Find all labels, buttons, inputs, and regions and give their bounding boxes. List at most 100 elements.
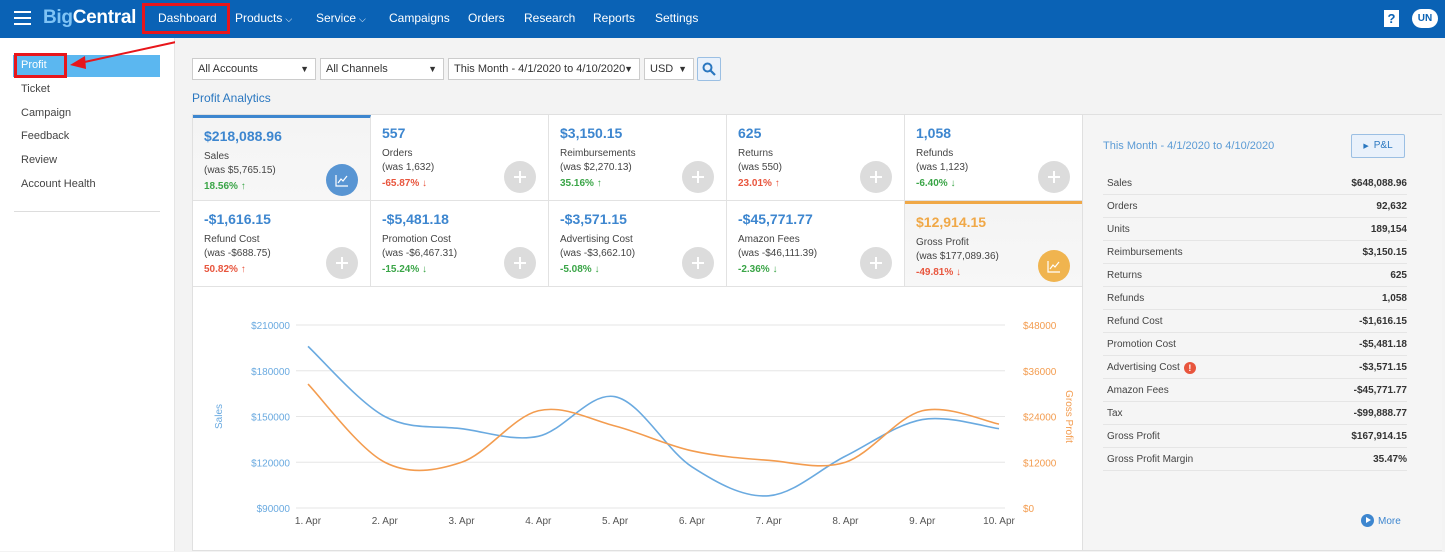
summary-value: -$45,771.77 [1353,385,1407,396]
plus-button[interactable] [504,161,536,193]
metric-card-sales[interactable]: $218,088.96 Sales (was $5,765.15) 18.56% ↑ [193,115,371,201]
user-avatar[interactable]: UN [1412,9,1438,28]
summary-row: Refunds 1,058 [1103,287,1407,310]
metric-previous: (was -$6,467.31) [382,248,458,259]
metric-previous: (was $5,765.15) [204,165,276,176]
summary-row: Orders 92,632 [1103,195,1407,218]
summary-key: Gross Profit [1107,431,1160,442]
y-left-axis-label: Sales [214,404,225,429]
metric-card-refunds[interactable]: 1,058 Refunds (was 1,123) -6.40% ↓ [905,115,1083,201]
profit-line-chart: $210000 $48000 $180000 $36000 $150000 $24000 $… [214,321,1074,527]
plus-button[interactable] [682,247,714,279]
account-select[interactable]: All Accounts ▼ [192,58,316,80]
metric-value: $3,150.15 [560,125,623,141]
summary-key: Promotion Cost [1107,339,1176,350]
summary-key: Units [1107,224,1130,235]
app-logo[interactable]: BigCentral [43,7,137,28]
metric-card-amazon-fees[interactable]: -$45,771.77 Amazon Fees (was -$46,111.39) -… [727,201,905,287]
main-content: All Accounts ▼ All Channels ▼ This Month -… [175,38,1445,551]
nav-products[interactable]: Products ⌵ [235,0,292,38]
pl-button[interactable]: ▶ P&L [1351,134,1405,158]
x-tick-label: 6. Apr [679,516,706,527]
metric-label: Returns [738,148,774,159]
summary-key: Advertising Cost! [1107,362,1196,374]
menu-icon[interactable] [14,11,31,25]
plus-button[interactable] [1038,161,1070,193]
metric-card-returns[interactable]: 625 Returns (was 550) 23.01% ↑ [727,115,905,201]
chevron-down-icon: ▼ [678,64,687,74]
y-right-tick-label: $12000 [1023,458,1057,469]
metric-card-reimbursements[interactable]: $3,150.15 Reimbursements (was $2,270.13) 35… [549,115,727,201]
plus-button[interactable] [326,247,358,279]
warning-icon[interactable]: ! [1183,362,1196,374]
sidebar: Profit Ticket Campaign Feedback Review Accoun… [0,38,175,551]
nav-dashboard[interactable]: Dashboard [158,0,217,38]
sidebar-item-ticket[interactable]: Ticket [21,83,50,95]
summary-row: Amazon Fees -$45,771.77 [1103,379,1407,402]
metric-card-promotion-cost[interactable]: -$5,481.18 Promotion Cost (was -$6,467.31)… [371,201,549,287]
x-tick-label: 1. Apr [295,516,322,527]
metric-value: 625 [738,125,762,141]
metric-card-advertising-cost[interactable]: -$3,571.15 Advertising Cost (was -$3,662.1… [549,201,727,287]
x-tick-label: 10. Apr [983,516,1015,527]
metric-previous: (was 1,632) [382,162,435,173]
metric-previous: (was $177,089.36) [916,251,999,262]
summary-row: Refund Cost -$1,616.15 [1103,310,1407,333]
plus-button[interactable] [860,161,892,193]
summary-key: Tax [1107,408,1123,419]
metric-previous: (was -$688.75) [204,248,271,259]
nav-orders[interactable]: Orders [468,0,505,38]
more-link[interactable]: More [1361,514,1401,527]
metric-label: Advertising Cost [560,234,633,245]
annotation-arrow [70,41,177,69]
chevron-down-icon: ⌵ [285,14,293,24]
nav-research[interactable]: Research [524,0,575,38]
section-title: Profit Analytics [192,91,271,105]
metric-label: Promotion Cost [382,234,451,245]
profit-highlight-box [14,53,67,78]
metric-previous: (was 1,123) [916,162,969,173]
x-tick-label: 8. Apr [832,516,859,527]
date-range-select[interactable]: This Month - 4/1/2020 to 4/10/2020 ▼ [448,58,640,80]
nav-label: Orders [468,11,505,25]
metric-value: 1,058 [916,125,952,141]
metric-label: Amazon Fees [738,234,800,245]
sidebar-divider [14,211,160,212]
plus-button[interactable] [504,247,536,279]
metric-card-gross-profit[interactable]: $12,914.15 Gross Profit (was $177,089.36) -… [905,201,1083,287]
line-chart-button[interactable] [1038,250,1070,282]
sidebar-item-review[interactable]: Review [21,154,58,166]
summary-row: Tax -$99,888.77 [1103,402,1407,425]
summary-value: -$99,888.77 [1353,408,1407,419]
nav-reports[interactable]: Reports [593,0,635,38]
metric-label: Orders [382,148,413,159]
y-right-tick-label: $0 [1023,504,1035,515]
arrow-down-icon: ↓ [950,178,956,189]
chevron-down-icon: ⌵ [359,14,366,24]
sidebar-item-account-health[interactable]: Account Health [21,178,96,190]
plus-button[interactable] [860,247,892,279]
summary-panel: This Month - 4/1/2020 to 4/10/2020 ▶ P&L … [1082,115,1442,550]
metric-previous: (was -$3,662.10) [560,248,636,259]
sidebar-item-profit[interactable]: Profit [21,59,47,71]
arrow-down-icon: ↓ [772,264,778,275]
metric-card-orders[interactable]: 557 Orders (was 1,632) -65.87% ↓ [371,115,549,201]
metric-value: 557 [382,125,406,141]
currency-select[interactable]: USD ▼ [644,58,694,80]
channel-select[interactable]: All Channels ▼ [320,58,444,80]
summary-row: Sales $648,088.96 [1103,172,1407,195]
line-chart-button[interactable] [326,164,358,196]
plus-button[interactable] [682,161,714,193]
search-button[interactable] [697,57,721,81]
help-icon[interactable]: ? [1384,10,1399,27]
y-left-tick-label: $120000 [251,458,290,469]
metric-card-refund-cost[interactable]: -$1,616.15 Refund Cost (was -$688.75) 50.82… [193,201,371,287]
summary-row: Gross Profit $167,914.15 [1103,425,1407,448]
summary-key: Returns [1107,270,1143,281]
nav-campaigns[interactable]: Campaigns [389,0,450,38]
nav-settings[interactable]: Settings [655,0,698,38]
metric-change: 18.56% ↑ [204,181,246,192]
sidebar-item-campaign[interactable]: Campaign [21,107,72,119]
nav-service[interactable]: Service ⌵ [316,0,366,38]
sidebar-item-feedback[interactable]: Feedback [21,130,70,142]
